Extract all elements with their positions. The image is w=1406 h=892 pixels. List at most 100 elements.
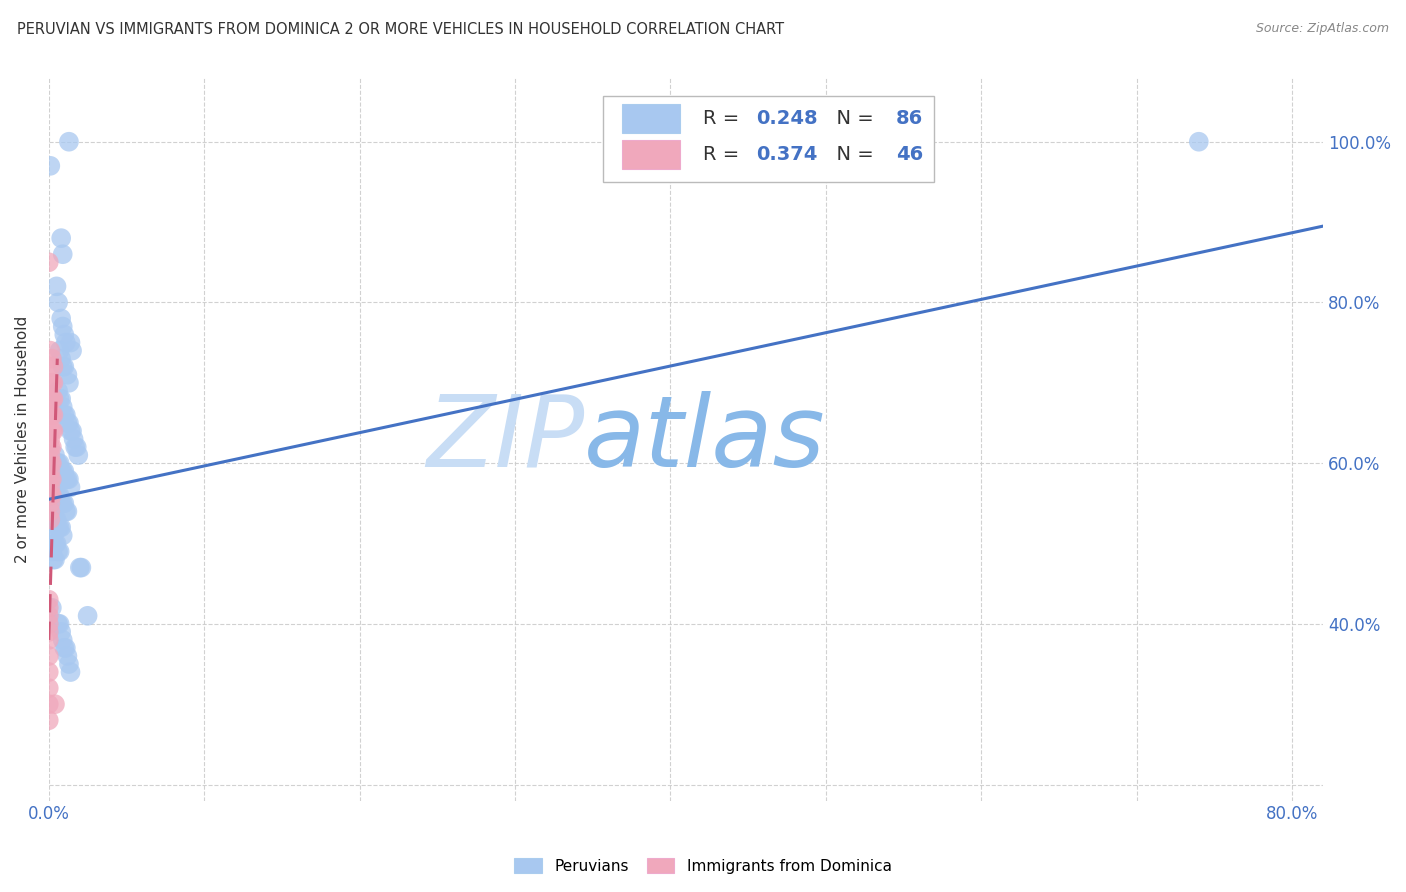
Point bbox=[52, 359, 75, 374]
Point bbox=[48, 544, 70, 558]
Point bbox=[42, 408, 65, 422]
Point bbox=[51, 351, 73, 366]
Point bbox=[52, 464, 75, 478]
Point bbox=[46, 616, 69, 631]
Point bbox=[56, 416, 79, 430]
Point bbox=[39, 359, 62, 374]
Legend: Peruvians, Immigrants from Dominica: Peruvians, Immigrants from Dominica bbox=[508, 852, 898, 880]
Point bbox=[38, 697, 60, 711]
Point bbox=[51, 496, 73, 510]
Point bbox=[58, 416, 80, 430]
Point bbox=[46, 295, 69, 310]
Point bbox=[62, 432, 84, 446]
Point bbox=[44, 552, 66, 566]
Point bbox=[58, 135, 80, 149]
Point bbox=[39, 159, 62, 173]
Point bbox=[51, 464, 73, 478]
Point bbox=[41, 528, 63, 542]
Point bbox=[44, 697, 66, 711]
Point bbox=[53, 408, 76, 422]
Point bbox=[63, 440, 86, 454]
Point bbox=[56, 472, 79, 486]
Point bbox=[39, 408, 62, 422]
Point bbox=[52, 319, 75, 334]
Point bbox=[51, 311, 73, 326]
Point bbox=[38, 624, 60, 639]
Point bbox=[58, 657, 80, 671]
Point bbox=[45, 279, 67, 293]
Point bbox=[53, 359, 76, 374]
FancyBboxPatch shape bbox=[603, 95, 935, 182]
Point bbox=[58, 376, 80, 390]
Point bbox=[41, 544, 63, 558]
Point bbox=[41, 424, 63, 438]
Point bbox=[41, 456, 63, 470]
Point bbox=[70, 560, 93, 574]
Point bbox=[42, 359, 65, 374]
Point bbox=[39, 432, 62, 446]
Point bbox=[46, 520, 69, 534]
Point bbox=[51, 520, 73, 534]
Point bbox=[53, 640, 76, 655]
Point bbox=[41, 440, 63, 454]
Point bbox=[55, 408, 77, 422]
Point bbox=[42, 504, 65, 518]
Point bbox=[55, 472, 77, 486]
Point bbox=[39, 472, 62, 486]
Point bbox=[45, 456, 67, 470]
Point bbox=[67, 448, 90, 462]
Point bbox=[39, 424, 62, 438]
Text: ZIP: ZIP bbox=[426, 391, 583, 488]
Point bbox=[48, 456, 70, 470]
Point bbox=[38, 255, 60, 269]
Point bbox=[38, 665, 60, 679]
Point bbox=[46, 488, 69, 502]
Point bbox=[52, 400, 75, 414]
Text: 46: 46 bbox=[896, 145, 924, 164]
Point bbox=[46, 456, 69, 470]
Point bbox=[51, 231, 73, 245]
Point bbox=[46, 384, 69, 398]
Point bbox=[56, 504, 79, 518]
Point bbox=[45, 488, 67, 502]
FancyBboxPatch shape bbox=[623, 140, 679, 169]
Point bbox=[48, 616, 70, 631]
Point bbox=[44, 448, 66, 462]
Point bbox=[42, 424, 65, 438]
Text: N =: N = bbox=[824, 109, 880, 128]
Point bbox=[53, 327, 76, 342]
Point bbox=[45, 512, 67, 526]
Point bbox=[48, 343, 70, 358]
Text: Source: ZipAtlas.com: Source: ZipAtlas.com bbox=[1256, 22, 1389, 36]
Point bbox=[44, 480, 66, 494]
Point bbox=[48, 392, 70, 406]
Text: N =: N = bbox=[824, 145, 880, 164]
Point bbox=[51, 392, 73, 406]
Point bbox=[46, 544, 69, 558]
Point bbox=[52, 632, 75, 647]
Point bbox=[39, 464, 62, 478]
Point bbox=[42, 552, 65, 566]
Point bbox=[48, 520, 70, 534]
Point bbox=[48, 488, 70, 502]
Point bbox=[38, 632, 60, 647]
Point bbox=[59, 424, 82, 438]
Point bbox=[69, 560, 91, 574]
FancyBboxPatch shape bbox=[623, 104, 679, 133]
Point bbox=[39, 448, 62, 462]
Text: 0.374: 0.374 bbox=[756, 145, 817, 164]
Point bbox=[41, 351, 63, 366]
Point bbox=[39, 376, 62, 390]
Text: 0.248: 0.248 bbox=[756, 109, 818, 128]
Point bbox=[42, 480, 65, 494]
Point bbox=[55, 640, 77, 655]
Point bbox=[59, 335, 82, 350]
Point bbox=[41, 472, 63, 486]
Point bbox=[51, 624, 73, 639]
Point bbox=[52, 528, 75, 542]
Point bbox=[60, 424, 83, 438]
Point bbox=[41, 488, 63, 502]
Point bbox=[41, 392, 63, 406]
Point bbox=[39, 496, 62, 510]
Y-axis label: 2 or more Vehicles in Household: 2 or more Vehicles in Household bbox=[15, 316, 30, 563]
